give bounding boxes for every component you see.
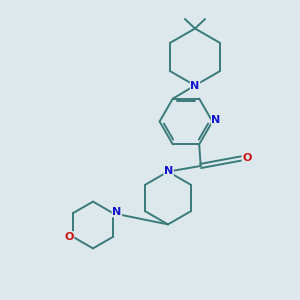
Text: N: N (164, 166, 173, 176)
Text: O: O (242, 153, 252, 164)
Text: N: N (190, 80, 200, 91)
Text: O: O (64, 232, 74, 242)
Text: N: N (112, 207, 122, 217)
Text: N: N (212, 115, 220, 125)
